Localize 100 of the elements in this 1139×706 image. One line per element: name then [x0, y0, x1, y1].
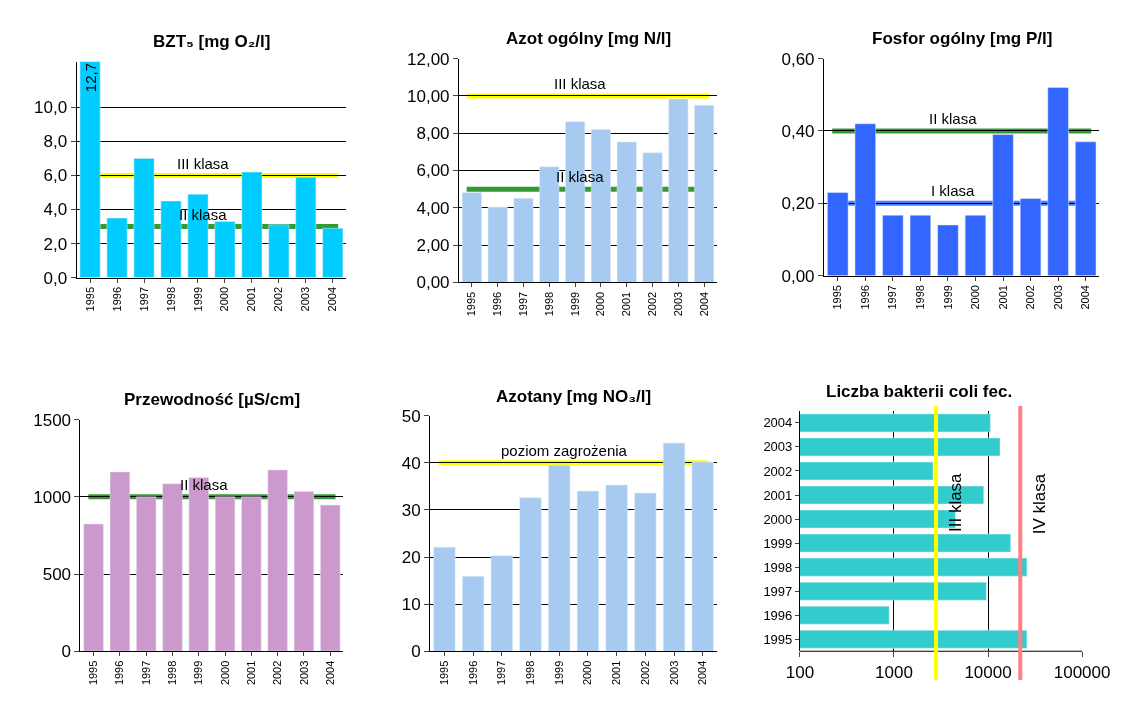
x-tick-label: 1998	[164, 286, 177, 312]
bar	[241, 496, 262, 652]
x-tick-label: 1999	[941, 285, 954, 310]
x-tick-label: 2004	[326, 286, 339, 312]
x-tick-label: 1995	[83, 286, 96, 312]
x-tick-label: 1996	[110, 286, 123, 312]
y-tick-label: 2000	[763, 511, 793, 527]
y-tick-label: 50	[401, 406, 421, 426]
x-tick-label: 100	[785, 662, 815, 682]
y-tick-label: 500	[42, 564, 72, 584]
bar	[519, 497, 542, 652]
x-tick-label: 1997	[139, 660, 152, 686]
bar	[241, 171, 263, 278]
y-tick-label: 6,00	[416, 161, 450, 181]
bar	[576, 490, 599, 652]
y-tick-label: 8,0	[43, 132, 68, 152]
x-tick-label: 2001	[610, 660, 623, 686]
bar	[106, 217, 128, 278]
y-tick-label: 0	[61, 642, 72, 662]
x-tick-label: 1998	[524, 660, 537, 686]
chart-title: Przewodność [µS/cm]	[124, 390, 301, 409]
y-tick-label: 4,0	[43, 200, 68, 220]
y-tick-label: 10	[401, 595, 421, 615]
ref-line-label: IV klasa	[1030, 473, 1050, 535]
x-tick-label: 2003	[299, 286, 312, 312]
x-tick-label: 100000	[1053, 662, 1111, 682]
y-tick-label: 0,0	[43, 268, 68, 288]
bar	[1075, 141, 1097, 276]
y-tick-label: 2004	[763, 415, 793, 431]
x-tick-label: 1997	[517, 291, 530, 317]
bar	[320, 504, 341, 652]
bar	[1047, 87, 1069, 276]
ref-line-label: poziom zagrożenia	[501, 442, 628, 459]
bar	[605, 484, 628, 652]
bar	[992, 134, 1014, 276]
bar	[668, 98, 689, 283]
bar	[854, 123, 876, 276]
x-tick-label: 2001	[996, 285, 1009, 310]
bar	[487, 206, 508, 283]
ref-line-label: III klasa	[946, 472, 966, 533]
x-tick-label: 2002	[1024, 285, 1037, 310]
y-tick-label: 10,00	[407, 86, 450, 106]
bar	[160, 200, 182, 278]
x-tick-label: 1998	[542, 291, 555, 317]
data-label: 12,7	[82, 62, 100, 93]
y-tick-label: 0	[411, 642, 421, 662]
y-tick-label: 2001	[763, 487, 793, 503]
y-tick-label: 12,00	[407, 49, 450, 69]
y-tick-label: 2,0	[43, 234, 68, 254]
chart-title: Fosfor ogólny [mg P/l]	[872, 29, 1053, 48]
x-tick-label: 2003	[1051, 285, 1064, 310]
bar	[642, 152, 663, 283]
y-tick-label: 8,00	[416, 124, 450, 144]
x-tick-label: 1998	[913, 285, 926, 310]
bar	[827, 192, 849, 276]
x-tick-label: 1999	[191, 286, 204, 312]
x-tick-label: 1997	[137, 286, 150, 312]
bar	[433, 546, 456, 652]
x-tick-label: 1999	[552, 660, 565, 686]
x-tick-label: 2004	[323, 660, 336, 686]
bar	[322, 228, 344, 278]
x-tick-label: 2000	[969, 285, 982, 310]
bar	[1020, 198, 1042, 276]
y-tick-label: 20	[401, 547, 421, 567]
ref-line-label: II klasa	[556, 168, 605, 185]
x-tick-label: 2003	[297, 660, 310, 686]
y-tick-label: 2,00	[416, 236, 450, 256]
x-tick-label: 1996	[113, 660, 126, 686]
bar	[634, 492, 657, 652]
y-tick-label: 1000	[33, 487, 72, 507]
chart-title: Azot ogólny [mg N/l]	[506, 29, 672, 48]
x-tick-label: 2001	[620, 291, 633, 317]
y-tick-label: 0,40	[781, 121, 815, 141]
x-tick-label: 2004	[696, 660, 709, 686]
y-tick-label: 0,00	[416, 273, 450, 293]
y-tick-label: 10,0	[34, 98, 68, 118]
bar	[267, 469, 288, 652]
x-tick-label: 2000	[594, 291, 607, 317]
bar	[83, 523, 104, 652]
y-tick-label: 1996	[763, 607, 793, 623]
y-tick-label: 4,00	[416, 198, 450, 218]
x-tick-label: 10000	[964, 662, 1012, 682]
chart-title: Azotany [mg NO₃/l]	[496, 387, 652, 406]
y-tick-label: 6,0	[43, 166, 68, 186]
x-tick-label: 1000	[875, 662, 913, 682]
x-tick-label: 1996	[858, 285, 871, 310]
bar	[513, 198, 534, 283]
bar	[268, 224, 290, 278]
bar	[490, 555, 513, 652]
bar	[462, 576, 485, 652]
bar	[295, 176, 317, 278]
y-tick-label: 30	[401, 500, 421, 520]
y-tick-label: 0,00	[781, 266, 815, 286]
ref-line-label: I klasa	[931, 182, 976, 199]
x-tick-label: 2001	[245, 286, 258, 312]
bar	[691, 461, 714, 652]
bar	[214, 221, 236, 278]
x-tick-label: 1997	[886, 285, 899, 310]
bar	[663, 442, 686, 652]
bar	[616, 141, 637, 283]
